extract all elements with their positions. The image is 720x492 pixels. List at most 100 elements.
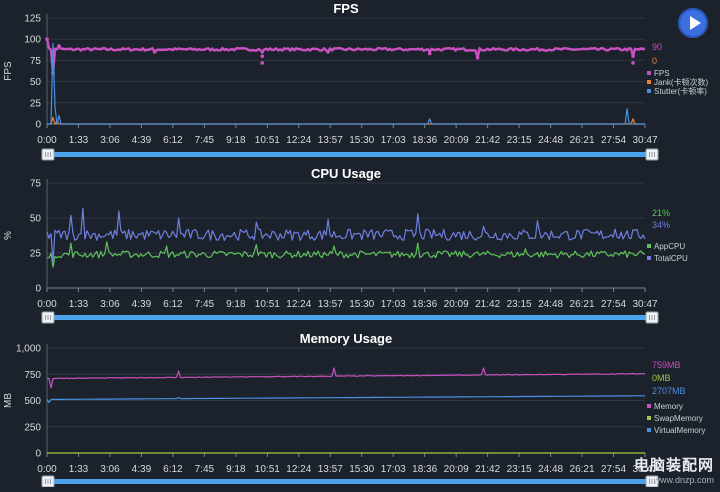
fps-point (427, 49, 432, 53)
series-line-memory (46, 367, 645, 389)
x-tick-label: 0:00 (37, 464, 57, 475)
x-tick-label: 13:57 (318, 464, 343, 475)
x-tick-label: 17:03 (381, 299, 406, 310)
fps-point (427, 51, 432, 56)
range-slider-track[interactable] (51, 479, 651, 484)
x-tick-label: 6:12 (163, 135, 183, 146)
legend-label: TotalCPU (654, 254, 688, 263)
fps-point (152, 50, 157, 54)
x-tick-label: 20:09 (444, 464, 469, 475)
x-tick-label: 26:21 (570, 299, 595, 310)
fps-point (475, 56, 480, 60)
series-line-fps (45, 38, 646, 75)
x-tick-label: 4:39 (132, 299, 152, 310)
legend-swatch (647, 428, 651, 432)
legend-swatch (647, 244, 651, 248)
x-tick-label: 21:42 (475, 299, 500, 310)
current-value-label: 0 (652, 56, 657, 66)
fps-point (260, 54, 265, 58)
fps-point (326, 50, 330, 54)
y-tick-label: 25 (30, 98, 42, 109)
x-tick-label: 20:09 (444, 299, 469, 310)
x-tick-label: 0:00 (37, 135, 57, 146)
x-tick-label: 13:57 (318, 135, 343, 146)
fps-point (260, 61, 265, 65)
x-tick-label: 24:48 (538, 299, 563, 310)
legend-swatch (647, 89, 651, 93)
y-tick-label: 0 (35, 120, 41, 131)
legend-label: Stutter(卡顿率) (654, 86, 707, 96)
legend-swatch (647, 404, 651, 408)
x-tick-label: 6:12 (163, 299, 183, 310)
x-tick-label: 3:06 (100, 299, 120, 310)
x-tick-label: 17:03 (381, 135, 406, 146)
series-line-appcpu (46, 241, 646, 268)
y-tick-label: 250 (24, 422, 41, 433)
x-tick-label: 12:24 (286, 299, 311, 310)
x-tick-label: 9:18 (226, 464, 246, 475)
x-tick-label: 23:15 (507, 464, 532, 475)
x-tick-label: 7:45 (195, 299, 215, 310)
x-tick-label: 1:33 (69, 135, 89, 146)
legend-label: Jank(卡顿次数) (654, 77, 709, 87)
y-axis-label: MB (3, 393, 14, 408)
current-value-label: 2707MB (652, 386, 686, 396)
range-slider-track[interactable] (51, 315, 651, 320)
x-tick-label: 18:36 (412, 135, 437, 146)
x-tick-label: 9:18 (226, 299, 246, 310)
chart-0: FPS FPS 0 25 50 75 100 125 0:00 1:33 3:06 4:39 6:12 7… (3, 1, 709, 161)
x-tick-label: 4:39 (132, 464, 152, 475)
x-tick-label: 4:39 (132, 135, 152, 146)
x-tick-label: 18:36 (412, 299, 437, 310)
chart-title: FPS (333, 1, 359, 16)
x-tick-label: 21:42 (475, 464, 500, 475)
x-tick-label: 23:15 (507, 299, 532, 310)
play-button[interactable] (678, 8, 708, 38)
x-tick-label: 1:33 (69, 464, 89, 475)
legend-swatch (647, 416, 651, 420)
current-value-label: 759MB (652, 360, 681, 370)
y-tick-label: 125 (24, 14, 41, 25)
y-axis-label: FPS (3, 61, 14, 81)
x-tick-label: 30:47 (632, 299, 657, 310)
y-tick-label: 750 (24, 370, 41, 381)
chart-2: Memory Usage MB 0 250 500 750 1,000 0:00 1:33 3:0… (3, 331, 705, 488)
watermark-title: 电脑装配网 (633, 457, 714, 474)
y-tick-label: 75 (30, 56, 42, 67)
x-tick-label: 10:51 (255, 299, 280, 310)
x-tick-label: 9:18 (226, 135, 246, 146)
y-axis-label: % (3, 231, 14, 240)
range-slider-track[interactable] (51, 152, 651, 157)
x-tick-label: 3:06 (100, 464, 120, 475)
legend-label: SwapMemory (654, 414, 703, 423)
x-tick-label: 27:54 (601, 299, 626, 310)
y-tick-label: 50 (30, 214, 42, 225)
x-tick-label: 15:30 (349, 299, 374, 310)
x-tick-label: 1:33 (69, 299, 89, 310)
chart-1: CPU Usage% 0 25 50 75 0:00 1:33 3:06 4:39 6:12 7:4… (3, 166, 688, 324)
legend-label: Memory (654, 402, 683, 411)
fps-point (57, 44, 61, 48)
legend-swatch (647, 80, 651, 84)
x-tick-label: 12:24 (286, 135, 311, 146)
x-tick-label: 18:36 (412, 464, 437, 475)
current-value-label: 34% (652, 220, 670, 230)
x-tick-label: 24:48 (538, 135, 563, 146)
x-tick-label: 17:03 (381, 464, 406, 475)
y-tick-label: 0 (35, 449, 41, 460)
x-tick-label: 27:54 (601, 464, 626, 475)
watermark-url: www.dnzp.com (653, 475, 714, 485)
y-tick-label: 25 (30, 249, 42, 260)
fps-point (260, 50, 265, 54)
fps-point (631, 54, 635, 58)
series-line-jank (47, 116, 645, 125)
x-tick-label: 27:54 (601, 135, 626, 146)
series-line-stutter (47, 42, 645, 125)
watermark: 电脑装配网 www.dnzp.com (634, 454, 714, 485)
x-tick-label: 15:30 (349, 135, 374, 146)
x-tick-label: 0:00 (37, 299, 57, 310)
fps-point (45, 37, 49, 41)
y-tick-label: 500 (24, 396, 41, 407)
chart-title: Memory Usage (300, 331, 392, 346)
y-tick-label: 75 (30, 179, 42, 190)
